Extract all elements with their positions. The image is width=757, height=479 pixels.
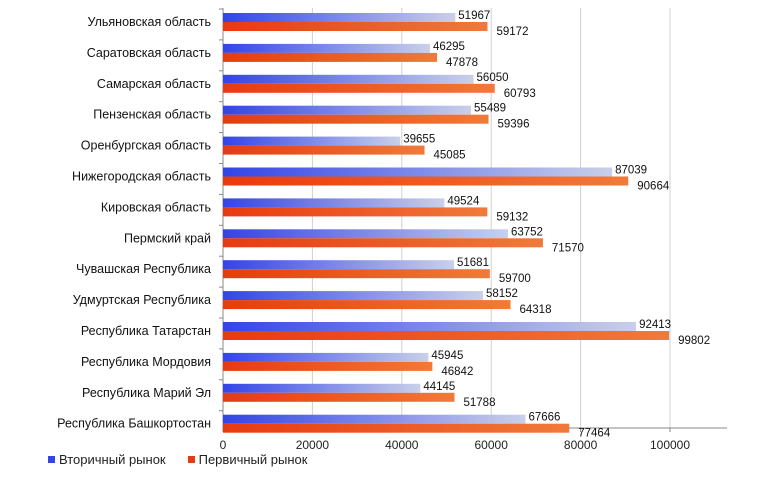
data-label-secondary: 51967 [458, 10, 490, 22]
x-tick-label: 60000 [475, 438, 509, 452]
bar-secondary [223, 260, 455, 270]
x-tick-label: 20000 [296, 438, 330, 452]
bar-secondary [223, 13, 456, 22]
bar-primary [223, 300, 511, 310]
bar-primary [223, 423, 570, 433]
bar-primary [223, 361, 433, 371]
data-label-secondary: 67666 [528, 412, 560, 424]
bar-secondary [223, 383, 421, 393]
x-tick-label: 80000 [564, 438, 598, 452]
data-label-secondary: 49524 [447, 195, 480, 207]
data-label-secondary: 44145 [423, 381, 455, 393]
bar-secondary [223, 105, 472, 115]
bar-secondary [223, 291, 483, 301]
bar-primary [223, 83, 495, 93]
bar-secondary [223, 414, 526, 424]
x-tick-label: 40000 [385, 438, 419, 452]
bar-primary [223, 392, 455, 402]
legend-swatch-primary [187, 456, 195, 463]
data-label-primary: 59396 [498, 119, 530, 131]
data-label-primary: 71570 [552, 242, 584, 254]
category-label: Пермский край [124, 231, 211, 245]
bar-secondary [223, 43, 430, 53]
data-label-primary: 90664 [637, 181, 670, 193]
data-label-primary: 64318 [520, 304, 552, 316]
category-label: Удмуртская Республика [73, 293, 211, 307]
bar-secondary [223, 322, 637, 331]
legend: Вторичный рынок Первичный рынок [48, 452, 307, 467]
data-label-primary: 77464 [578, 428, 611, 440]
category-label: Чувашская Республика [76, 262, 211, 276]
bar-secondary [223, 352, 429, 362]
bar-primary [223, 176, 629, 186]
bar-secondary [223, 229, 508, 239]
bar-primary [223, 114, 489, 124]
bar-secondary [223, 198, 445, 208]
data-label-secondary: 63752 [511, 226, 543, 238]
category-label: Республика Марий Эл [82, 386, 211, 400]
data-label-primary: 59700 [499, 273, 531, 285]
data-label-secondary: 56050 [477, 72, 509, 84]
data-label-primary: 47878 [446, 57, 478, 69]
category-label: Самарская область [97, 77, 211, 91]
bar-primary [223, 22, 488, 31]
bar-secondary [223, 74, 474, 84]
legend-label-primary: Первичный рынок [198, 452, 308, 467]
category-labels: Ульяновская область Саратовская область Са… [57, 15, 211, 431]
data-label-primary: 59172 [496, 26, 528, 38]
data-label-secondary: 51681 [457, 257, 489, 269]
bar-secondary [223, 167, 613, 177]
x-tick-label: 100000 [650, 438, 690, 452]
x-tick-label: 0 [220, 438, 227, 452]
data-label-primary: 60793 [504, 88, 536, 100]
category-label: Саратовская область [87, 46, 211, 60]
bar-primary [223, 269, 490, 279]
legend-swatch-secondary [48, 456, 55, 463]
data-label-secondary: 45945 [431, 350, 463, 362]
data-label-secondary: 55489 [474, 103, 506, 115]
data-label-primary: 59132 [496, 211, 528, 223]
bar-primary [223, 52, 438, 62]
data-label-primary: 99802 [678, 335, 710, 347]
category-label: Кировская область [101, 200, 211, 214]
data-label-primary: 46842 [441, 366, 473, 378]
bar-primary [223, 145, 425, 155]
bar-primary [223, 207, 488, 217]
legend-item-primary: Первичный рынок [187, 452, 308, 467]
legend-item-secondary: Вторичный рынок [48, 452, 166, 467]
category-label: Оренбургская область [81, 139, 211, 153]
data-label-primary: 45085 [434, 150, 466, 162]
bars [223, 13, 670, 433]
data-label-secondary: 58152 [486, 288, 518, 300]
category-label: Республика Татарстан [81, 324, 211, 338]
data-label-secondary: 87039 [615, 165, 647, 177]
data-labels: 51967 59172 46295 47878 56050 60793 55489 59396… [403, 10, 710, 440]
legend-label-secondary: Вторичный рынок [59, 452, 166, 467]
data-label-secondary: 92413 [639, 319, 671, 331]
bar-secondary [223, 136, 401, 146]
data-label-secondary: 39655 [403, 134, 435, 146]
category-label: Ульяновская область [87, 15, 211, 29]
category-label: Пензенская область [93, 108, 211, 122]
data-label-secondary: 46295 [433, 41, 465, 53]
category-label: Республика Мордовия [81, 355, 211, 369]
bar-primary [223, 331, 670, 340]
category-label: Нижегородская область [72, 170, 211, 184]
bar-primary [223, 238, 543, 248]
category-label: Республика Башкортостан [57, 417, 211, 431]
data-label-primary: 51788 [463, 397, 495, 409]
